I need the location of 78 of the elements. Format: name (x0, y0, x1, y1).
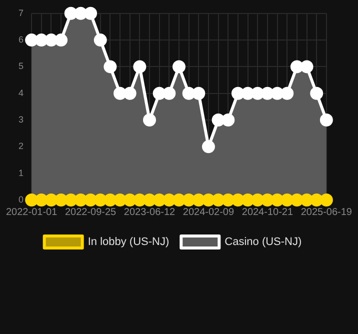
y-tick-label: 4 (18, 88, 24, 98)
point (34, 34, 48, 47)
point (152, 194, 166, 206)
legend-label: Casino (US-NJ) (224, 236, 302, 248)
point (123, 86, 136, 100)
y-tick-label: 5 (18, 61, 24, 72)
x-tick-label: 2022-01-01 (6, 206, 58, 218)
point (172, 194, 186, 206)
point (251, 194, 264, 206)
point (84, 6, 98, 20)
point (182, 86, 196, 100)
point (54, 34, 68, 47)
point (212, 194, 225, 206)
point (162, 86, 176, 100)
point (241, 194, 254, 206)
point (202, 194, 215, 206)
point (162, 194, 176, 206)
y-tick-label: 1 (18, 168, 24, 178)
point (241, 86, 254, 100)
point (44, 194, 58, 206)
point (143, 114, 156, 127)
point (320, 194, 333, 206)
point (300, 60, 314, 74)
point (280, 86, 294, 100)
point (143, 194, 156, 206)
point (74, 194, 88, 206)
point (270, 194, 284, 206)
y-tick-label: 7 (18, 8, 24, 18)
point (222, 194, 235, 206)
point (251, 86, 264, 100)
point (260, 194, 274, 206)
point (114, 194, 127, 206)
x-tick-label: 2024-10-21 (242, 206, 294, 218)
point (44, 34, 58, 47)
point (84, 194, 98, 206)
point (270, 86, 284, 100)
point (25, 34, 38, 47)
point (212, 114, 225, 127)
point (133, 194, 146, 206)
y-tick-label: 0 (18, 194, 24, 204)
point (222, 114, 235, 127)
y-tick-label: 2 (18, 141, 24, 152)
x-tick-label: 2022-09-25 (64, 206, 117, 218)
point (260, 86, 274, 100)
point (152, 86, 166, 100)
point (202, 140, 215, 154)
point (64, 194, 78, 206)
point (320, 114, 333, 127)
point (290, 60, 304, 74)
point (114, 86, 127, 100)
point (74, 6, 88, 20)
x-tick-label: 2025-06-19 (300, 206, 352, 218)
point (133, 60, 146, 74)
legend-label: In lobby (US-NJ) (88, 236, 170, 248)
point (104, 60, 117, 74)
point (123, 194, 136, 206)
y-tick-label: 3 (18, 114, 24, 125)
x-tick-label: 2023-06-12 (124, 206, 176, 218)
point (300, 194, 314, 206)
point (172, 60, 186, 74)
point (34, 194, 48, 206)
point (231, 86, 244, 100)
point (280, 194, 294, 206)
point (94, 194, 107, 206)
point (182, 194, 196, 206)
y-tick-label: 6 (18, 34, 24, 45)
point (104, 194, 117, 206)
point (54, 194, 68, 206)
point (310, 86, 324, 100)
point (192, 86, 206, 100)
point (192, 194, 206, 206)
x-tick-label: 2024-02-09 (182, 206, 234, 218)
point (290, 194, 304, 206)
point (64, 6, 78, 20)
point (94, 34, 107, 47)
point (231, 194, 244, 206)
point (310, 194, 324, 206)
point (25, 194, 38, 206)
